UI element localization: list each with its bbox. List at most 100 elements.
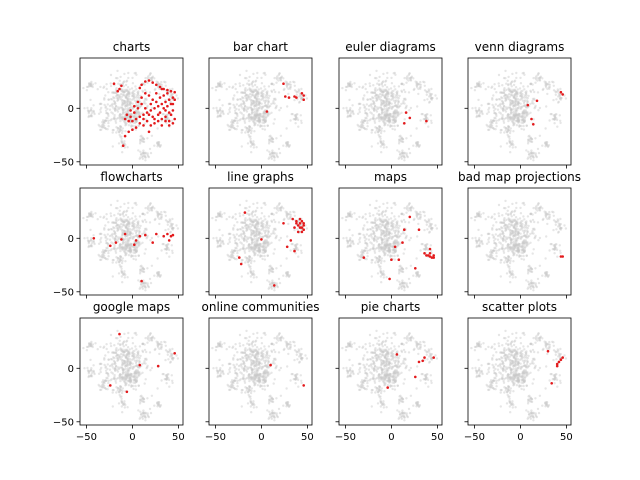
background-point [372, 84, 375, 87]
background-point [370, 275, 373, 278]
background-point [404, 98, 407, 102]
background-point [384, 209, 388, 212]
background-point [362, 227, 365, 230]
background-point [406, 205, 409, 208]
background-point [153, 144, 156, 147]
background-point [249, 106, 252, 109]
panel-title: maps [374, 170, 407, 184]
background-point [357, 255, 360, 258]
background-point [423, 219, 427, 222]
background-point [511, 72, 514, 76]
background-point [378, 243, 381, 246]
background-point [100, 106, 103, 110]
background-point [267, 101, 270, 104]
background-point [556, 125, 559, 128]
background-point [252, 270, 255, 273]
background-point [248, 116, 252, 119]
background-point [252, 99, 255, 103]
background-point [266, 90, 269, 93]
background-point [121, 246, 124, 249]
background-point [135, 94, 138, 97]
background-point [87, 115, 90, 119]
highlight-point [142, 117, 145, 121]
background-point [509, 151, 512, 154]
background-point [137, 103, 141, 106]
background-point [146, 137, 149, 140]
background-point [139, 112, 142, 116]
background-point [122, 142, 125, 145]
background-point [376, 142, 380, 145]
background-point [248, 249, 251, 253]
background-point [261, 257, 264, 261]
background-point [403, 289, 406, 292]
background-point [228, 108, 231, 111]
background-point [396, 111, 399, 115]
background-point [371, 117, 374, 120]
background-point [351, 104, 354, 107]
background-point [121, 99, 124, 102]
background-point [516, 119, 519, 122]
background-point [139, 104, 143, 108]
background-point [144, 206, 147, 210]
background-point [282, 144, 285, 147]
background-point [390, 93, 393, 96]
background-point [407, 91, 411, 94]
background-point [257, 98, 261, 101]
background-point [270, 219, 273, 222]
background-point [86, 106, 89, 110]
highlight-point [127, 119, 130, 123]
background-point [392, 111, 396, 115]
background-point [429, 114, 432, 117]
background-point [234, 217, 237, 221]
background-point [430, 92, 433, 96]
background-point [269, 140, 273, 143]
background-point [119, 113, 122, 117]
background-point [261, 97, 264, 101]
background-point [237, 104, 241, 108]
background-point [500, 96, 503, 99]
background-point [248, 126, 251, 129]
background-point [123, 88, 127, 92]
background-point [171, 98, 174, 101]
background-point [131, 82, 135, 85]
background-point [261, 224, 264, 227]
background-point [526, 85, 530, 88]
highlight-point [293, 249, 296, 253]
background-point [273, 159, 276, 162]
background-point [156, 216, 160, 219]
background-point [121, 151, 124, 154]
background-point [357, 125, 360, 128]
background-point [264, 120, 267, 124]
background-point [404, 90, 407, 94]
background-point [232, 215, 235, 218]
background-point [391, 127, 394, 131]
background-point [244, 89, 247, 93]
background-point [396, 241, 399, 245]
background-point [141, 285, 144, 289]
background-point [285, 142, 288, 145]
background-point [265, 106, 269, 109]
background-point [118, 117, 122, 121]
background-point [373, 102, 376, 105]
background-point [120, 140, 124, 143]
background-point [400, 155, 403, 159]
background-point [277, 79, 280, 82]
background-point [366, 251, 369, 255]
background-point [356, 112, 360, 116]
background-point [149, 239, 152, 242]
background-point [415, 271, 418, 275]
background-point [135, 120, 138, 123]
background-point [270, 154, 274, 158]
background-point [423, 228, 426, 232]
background-point [541, 77, 544, 80]
background-point [122, 116, 125, 119]
background-point [157, 142, 160, 145]
background-point [119, 113, 122, 116]
background-point [387, 93, 390, 96]
background-point [403, 159, 406, 162]
background-point [121, 88, 124, 91]
background-point [419, 213, 422, 216]
background-point [419, 249, 422, 252]
background-point [150, 76, 154, 80]
background-point [381, 81, 384, 84]
